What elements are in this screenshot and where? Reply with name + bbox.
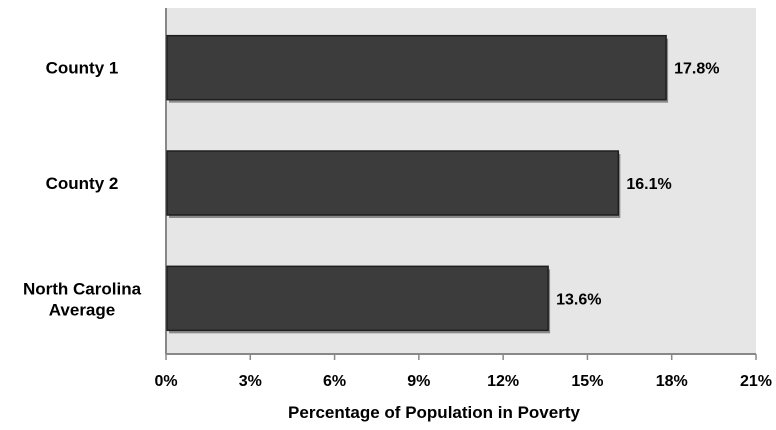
x-tick-label: 6%	[323, 373, 346, 390]
bar	[166, 34, 667, 101]
x-tick-label: 9%	[407, 373, 430, 390]
category-labels: County 1 County 2 North Carolina Average	[23, 59, 142, 320]
category-label: North Carolina Average	[23, 279, 142, 319]
data-label: 17.8%	[674, 61, 719, 78]
x-tick-labels: 0% 3% 6% 9% 12% 15% 18% 21%	[154, 354, 772, 390]
x-tick-label: 15%	[571, 373, 603, 390]
bar	[166, 265, 549, 332]
x-tick-label: 3%	[239, 373, 262, 390]
x-axis-title: Percentage of Population in Poverty	[288, 403, 580, 422]
x-tick-label: 18%	[656, 373, 688, 390]
data-label: 13.6%	[556, 291, 601, 308]
bars-group: 17.8% 16.1% 13.6%	[166, 34, 719, 334]
data-label: 16.1%	[626, 176, 671, 193]
category-label: County 1	[46, 59, 119, 78]
x-tick-label: 0%	[154, 373, 177, 390]
category-label: County 2	[46, 174, 119, 193]
x-tick-label: 21%	[740, 373, 772, 390]
bar	[166, 150, 620, 216]
x-tick-label: 12%	[487, 373, 519, 390]
